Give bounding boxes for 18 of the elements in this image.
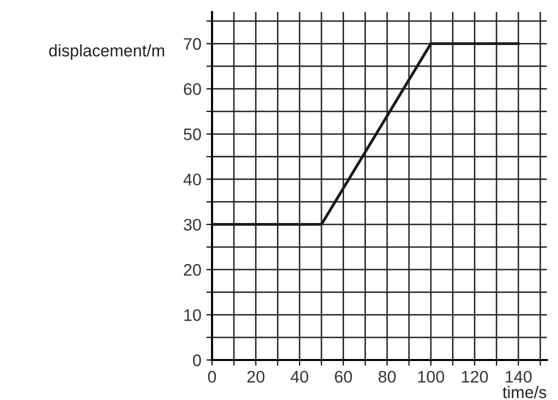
x-tick-label: 20 — [247, 370, 264, 383]
x-tick-label: 120 — [462, 370, 488, 383]
y-tick-label: 20 — [184, 264, 201, 276]
y-tick-label: 50 — [184, 128, 201, 140]
y-tick-label: 0 — [193, 354, 201, 366]
y-tick-label: 60 — [184, 83, 201, 96]
x-tick-label: 60 — [334, 370, 352, 383]
x-axis-title: time/s — [502, 386, 546, 398]
x-tick-label: 80 — [378, 370, 396, 383]
y-tick-label: 70 — [184, 38, 201, 50]
y-axis-title: displacement/m — [49, 44, 164, 60]
x-tick-label: 0 — [208, 370, 216, 383]
y-tick-label: 10 — [184, 309, 201, 322]
y-tick-label: 30 — [184, 218, 201, 231]
x-tick-label: 140 — [506, 370, 532, 383]
x-tick-label: 100 — [418, 370, 444, 383]
y-tick-label: 40 — [183, 174, 201, 186]
x-tick-label: 40 — [290, 370, 308, 383]
